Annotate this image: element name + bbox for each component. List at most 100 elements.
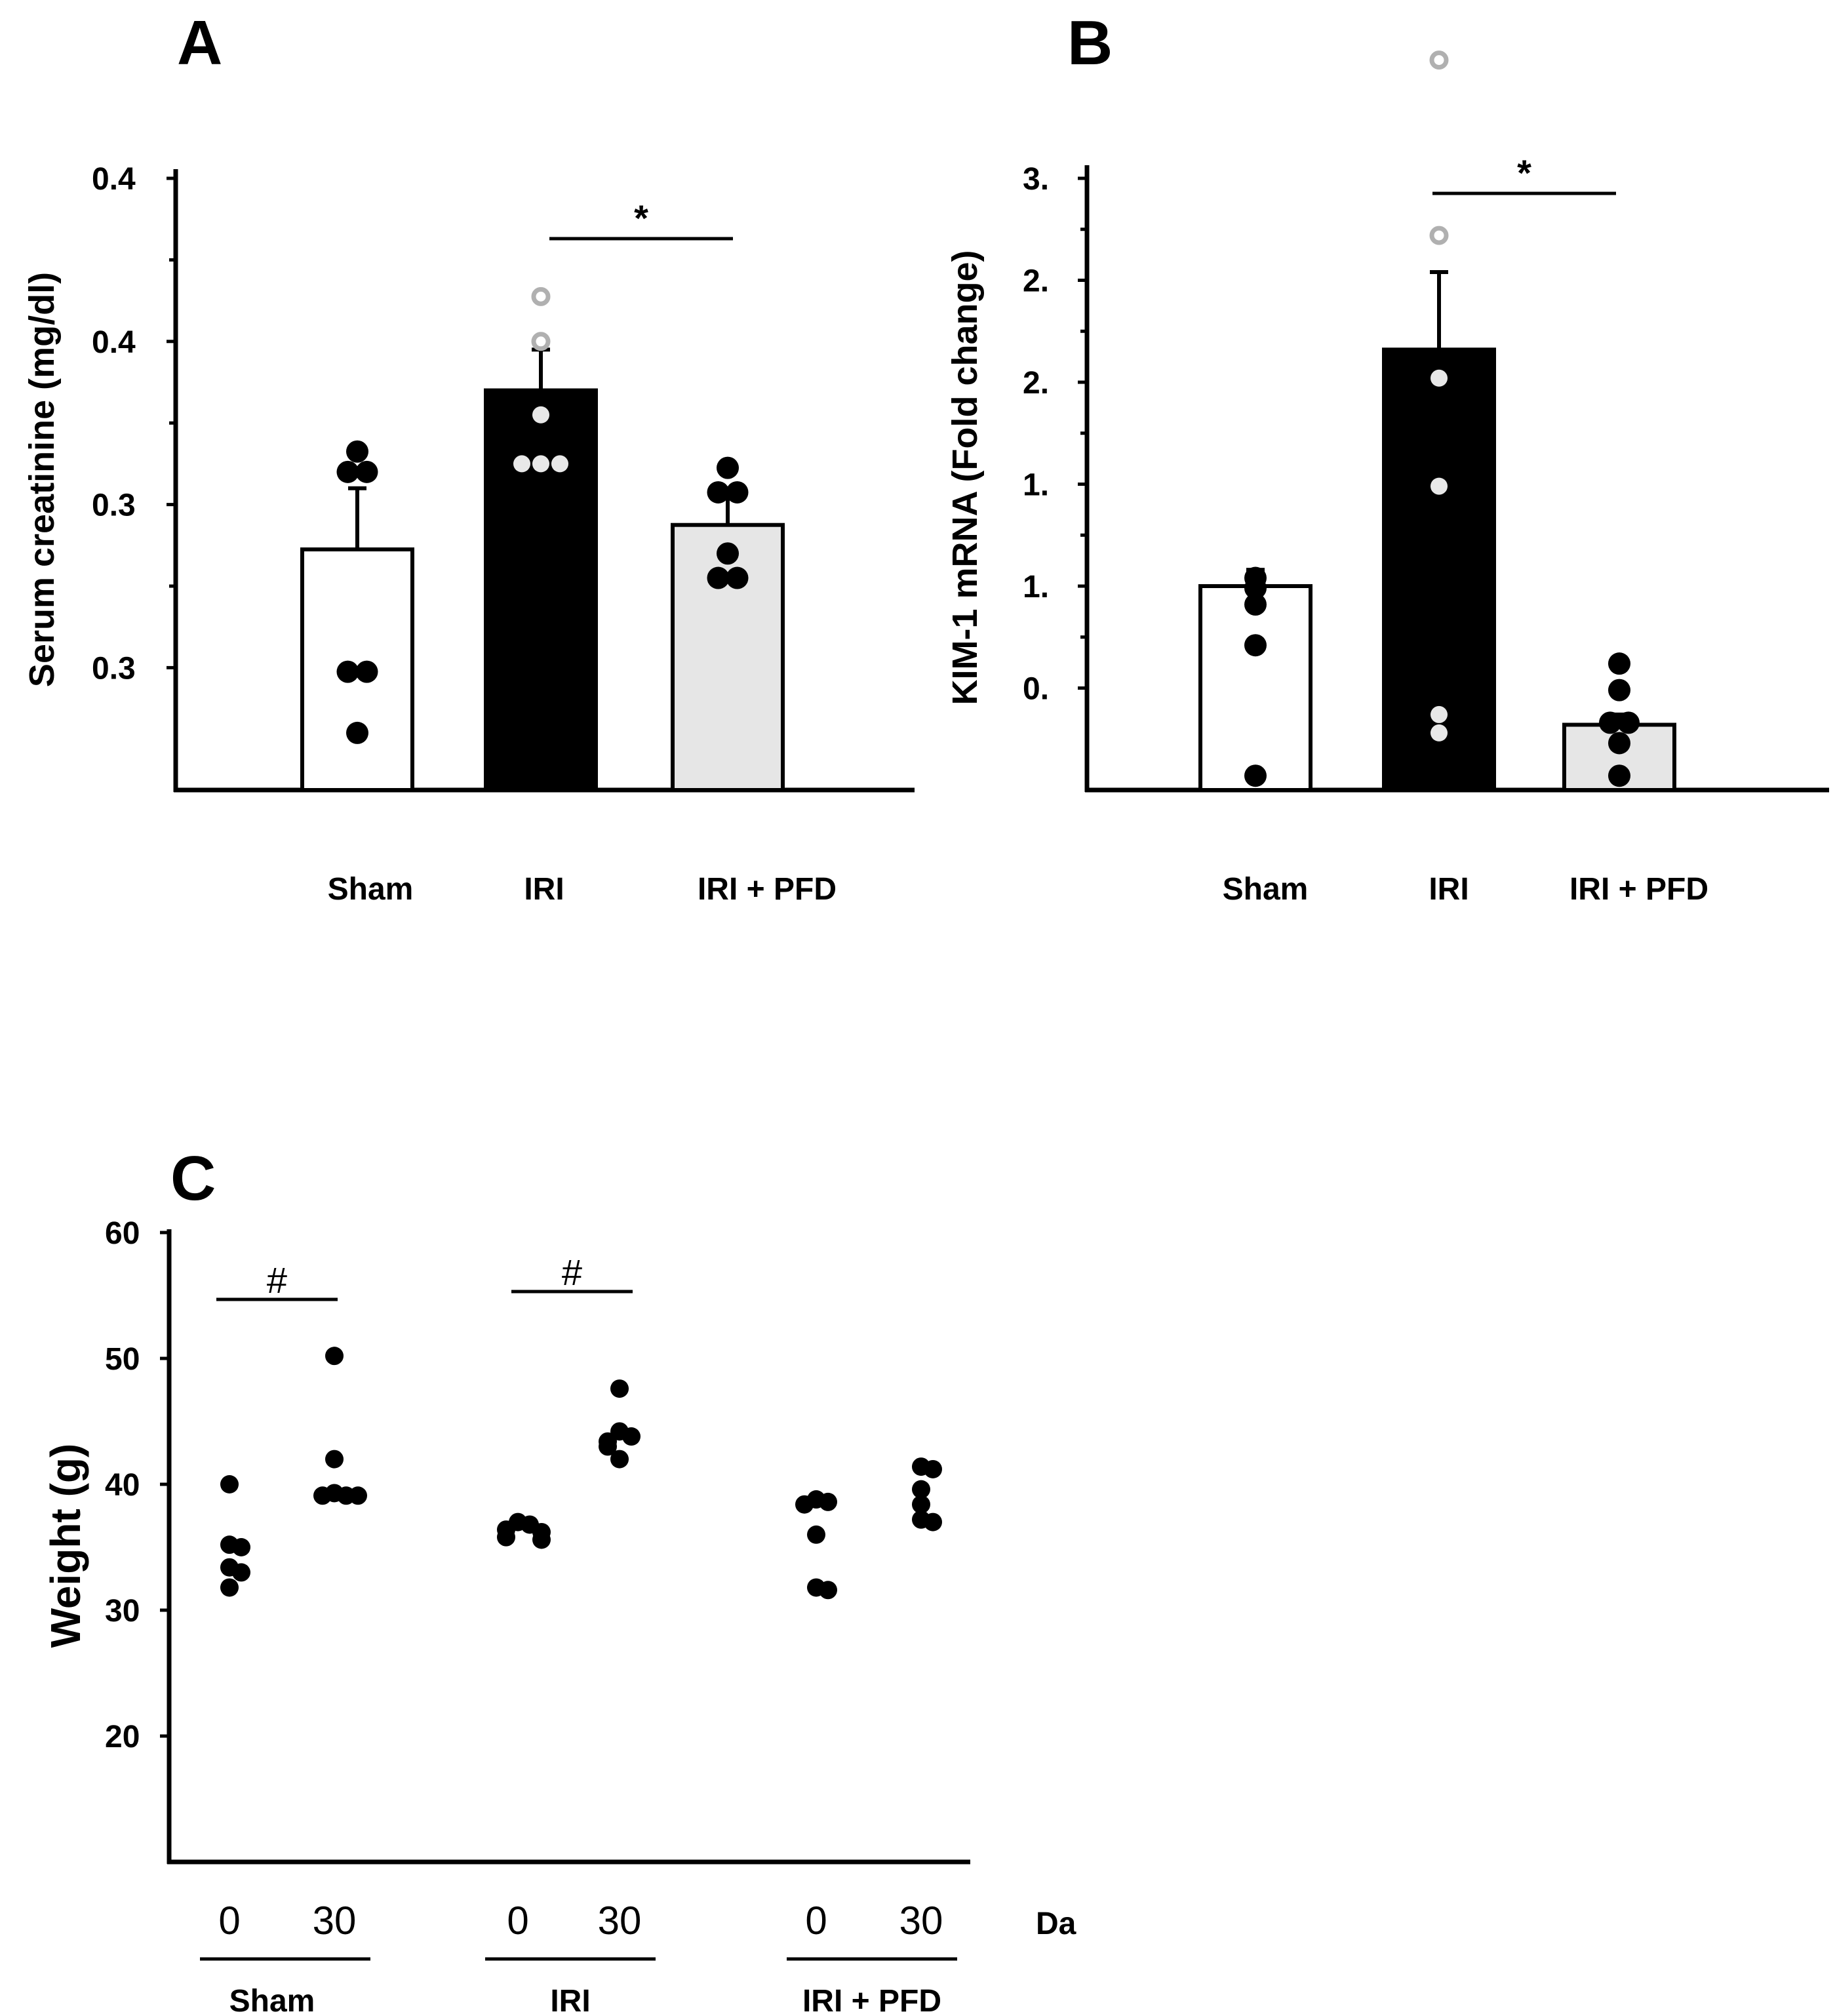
data-point [1431, 477, 1448, 495]
data-point [912, 1480, 930, 1499]
y-tick-label: 50 [105, 1342, 140, 1377]
panel-a-chart: 0.3 0.3 0.4 0.4 Serum creatinine (mg/dl) Sham… [22, 162, 915, 907]
data-point [610, 1379, 629, 1398]
bar-iri-pfd [671, 523, 785, 792]
data-point [220, 1578, 239, 1597]
data-point [599, 1437, 617, 1456]
data-point [1608, 652, 1630, 675]
data-point [1244, 764, 1267, 787]
outlier-point [1429, 226, 1449, 245]
category-label-iri-pfd: IRI + PFD [1569, 872, 1708, 907]
y-tick-label: 2. [1023, 366, 1049, 401]
significance-hash: # [562, 1252, 582, 1293]
category-label-sham: Sham [328, 872, 414, 907]
data-point [220, 1475, 239, 1493]
data-point [513, 455, 530, 473]
panel-label-c: C [170, 1143, 216, 1214]
data-point [924, 1459, 942, 1478]
data-point [726, 566, 749, 589]
data-point [707, 566, 730, 589]
data-point [1608, 764, 1630, 787]
y-tick-label: 2. [1023, 264, 1049, 299]
group-label-iri-pfd: IRI + PFD [802, 1984, 941, 2016]
y-axis-label: Weight (g) [42, 1444, 89, 1648]
data-point [1608, 732, 1630, 755]
data-point [355, 460, 378, 483]
data-point [346, 721, 368, 744]
data-point [717, 456, 739, 479]
category-label-sham: Sham [1223, 872, 1309, 907]
data-point [1608, 679, 1630, 702]
x-tick-label: 0 [218, 1899, 240, 1943]
x-tick-label: 30 [598, 1899, 642, 1943]
panel-c-chart: 20 30 40 50 60 Weight (g) 0 30 Sham 0 30 IRI 0 30 IRI … [42, 1216, 1076, 2016]
y-tick-label: 30 [105, 1594, 140, 1629]
data-point [1244, 593, 1267, 616]
data-point [355, 660, 378, 683]
data-point [325, 1450, 344, 1469]
x-tick-label: 0 [805, 1899, 827, 1943]
category-label-iri: IRI [524, 872, 564, 907]
y-tick-label: 1. [1023, 570, 1049, 604]
y-tick-label: 0.4 [92, 162, 136, 197]
data-point [346, 440, 368, 463]
significance-star: * [1517, 152, 1531, 193]
data-point [325, 1347, 344, 1366]
data-point [924, 1512, 942, 1532]
data-point [532, 406, 549, 424]
panel-b-chart: 0. 1. 1. 2. 2. 3. KIM-1 mRNA (Fold change) Sham… [945, 50, 1829, 907]
data-point [313, 1486, 332, 1505]
x-axis-unit-label: Da [1036, 1907, 1076, 1941]
data-point [336, 460, 359, 483]
y-tick-label: 40 [105, 1468, 140, 1503]
data-point [1431, 724, 1448, 741]
data-point [232, 1538, 250, 1556]
significance-hash: # [267, 1259, 287, 1301]
category-label-iri: IRI [1429, 872, 1469, 907]
data-point [532, 1530, 551, 1549]
outlier-point [531, 332, 551, 351]
bar-sham [1198, 584, 1312, 792]
data-point [610, 1450, 629, 1469]
data-point [1244, 577, 1267, 600]
data-point [795, 1495, 814, 1514]
data-point [622, 1427, 641, 1446]
data-point [336, 660, 359, 683]
data-point [717, 542, 739, 565]
data-point [532, 455, 549, 473]
data-point [819, 1492, 837, 1511]
data-point [1617, 711, 1640, 734]
data-point [807, 1525, 825, 1544]
y-tick-label: 3. [1023, 162, 1049, 197]
group-label-iri: IRI [550, 1984, 590, 2016]
category-label-iri-pfd: IRI + PFD [698, 872, 837, 907]
y-tick-label: 0. [1023, 672, 1049, 707]
data-point [1599, 711, 1621, 734]
y-tick-label: 60 [105, 1216, 140, 1251]
data-point [912, 1495, 930, 1514]
data-point [1244, 634, 1267, 657]
y-tick-label: 0.3 [92, 651, 136, 686]
data-point [232, 1563, 250, 1582]
bar-iri [484, 388, 598, 792]
y-tick-label: 1. [1023, 468, 1049, 503]
y-tick-label: 0.4 [92, 325, 136, 360]
panel-label-b: B [1067, 8, 1113, 78]
x-tick-label: 30 [899, 1899, 943, 1943]
y-tick-label: 0.3 [92, 488, 136, 523]
bar-iri [1382, 347, 1496, 792]
y-axis-label: Serum creatinine (mg/dl) [22, 272, 62, 687]
data-point [497, 1528, 515, 1547]
data-point [1431, 705, 1448, 723]
data-point [707, 481, 730, 504]
data-point [819, 1581, 837, 1600]
y-axis-label: KIM-1 mRNA (Fold change) [945, 250, 985, 705]
data-point [1431, 369, 1448, 387]
outlier-point [531, 287, 551, 306]
panel-label-a: A [177, 8, 222, 78]
significance-star: * [634, 197, 648, 239]
x-tick-label: 0 [507, 1899, 528, 1943]
data-point [726, 481, 749, 504]
y-tick-label: 20 [105, 1720, 140, 1754]
